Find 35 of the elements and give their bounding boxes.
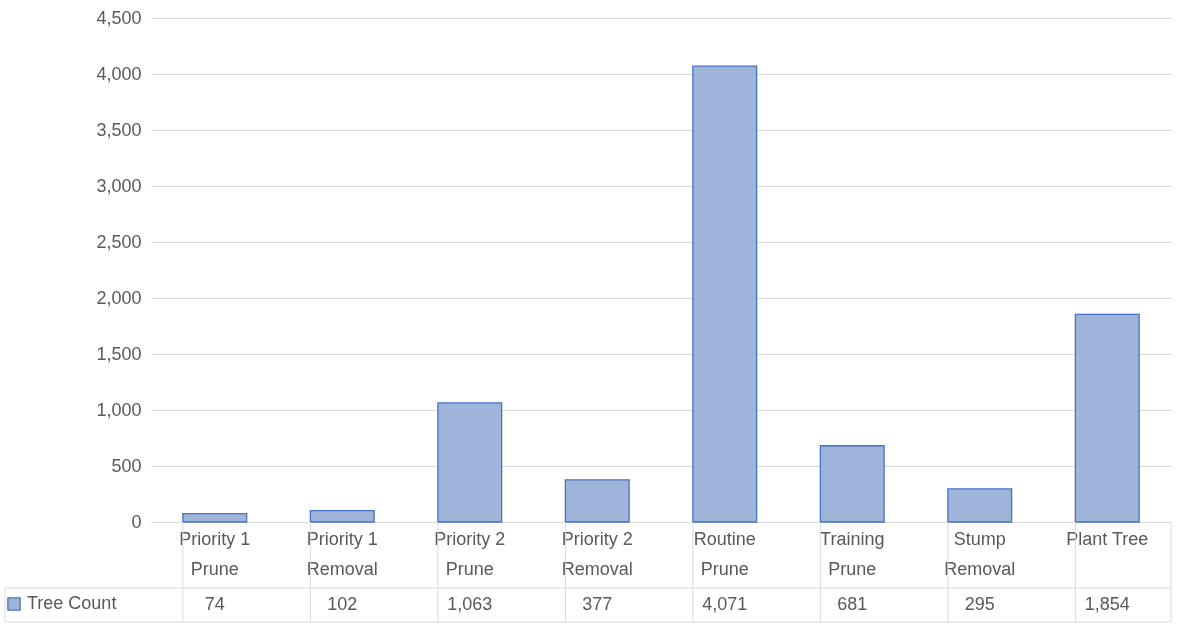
x-tick-label: Training Prune bbox=[820, 528, 885, 579]
y-tick-label: 1,500 bbox=[96, 343, 142, 364]
x-tick-label: Stump Removal bbox=[944, 528, 1016, 579]
x-tick-label: Routine Prune bbox=[693, 528, 756, 579]
data-label: 681 bbox=[837, 594, 868, 614]
bar bbox=[1074, 313, 1140, 523]
bar bbox=[564, 479, 630, 523]
y-tick-label: 4,000 bbox=[96, 63, 142, 84]
y-tick-label: 3,000 bbox=[96, 175, 142, 196]
data-label: 4,071 bbox=[702, 594, 748, 614]
y-tick-label: 3,500 bbox=[96, 119, 142, 140]
data-label: 377 bbox=[582, 594, 613, 614]
bar bbox=[182, 513, 248, 523]
data-label: 102 bbox=[327, 594, 358, 614]
bar bbox=[947, 488, 1013, 523]
y-tick-label: 1,000 bbox=[96, 399, 142, 420]
x-tick-label: Priority 1 Prune bbox=[179, 528, 251, 579]
y-tick-label: 4,500 bbox=[96, 7, 142, 28]
legend-label: Tree Count bbox=[27, 593, 117, 613]
x-tick-label: Priority 2 Removal bbox=[561, 528, 633, 579]
bar bbox=[437, 402, 503, 523]
x-tick-label: Plant Tree bbox=[1066, 528, 1149, 549]
bar bbox=[309, 509, 375, 523]
data-label: 1,854 bbox=[1084, 594, 1130, 614]
data-label: 74 bbox=[204, 594, 225, 614]
y-tick-label: 500 bbox=[111, 455, 142, 476]
x-tick-label: Priority 1 Removal bbox=[306, 528, 378, 579]
x-tick-label: Priority 2 Prune bbox=[434, 528, 506, 579]
data-label: 295 bbox=[964, 594, 995, 614]
data-label: 1,063 bbox=[447, 594, 493, 614]
y-tick-label: 2,000 bbox=[96, 287, 142, 308]
y-tick-label: 2,500 bbox=[96, 231, 142, 252]
y-tick-label: 0 bbox=[131, 511, 142, 532]
bar bbox=[692, 65, 758, 523]
bar bbox=[819, 445, 885, 523]
